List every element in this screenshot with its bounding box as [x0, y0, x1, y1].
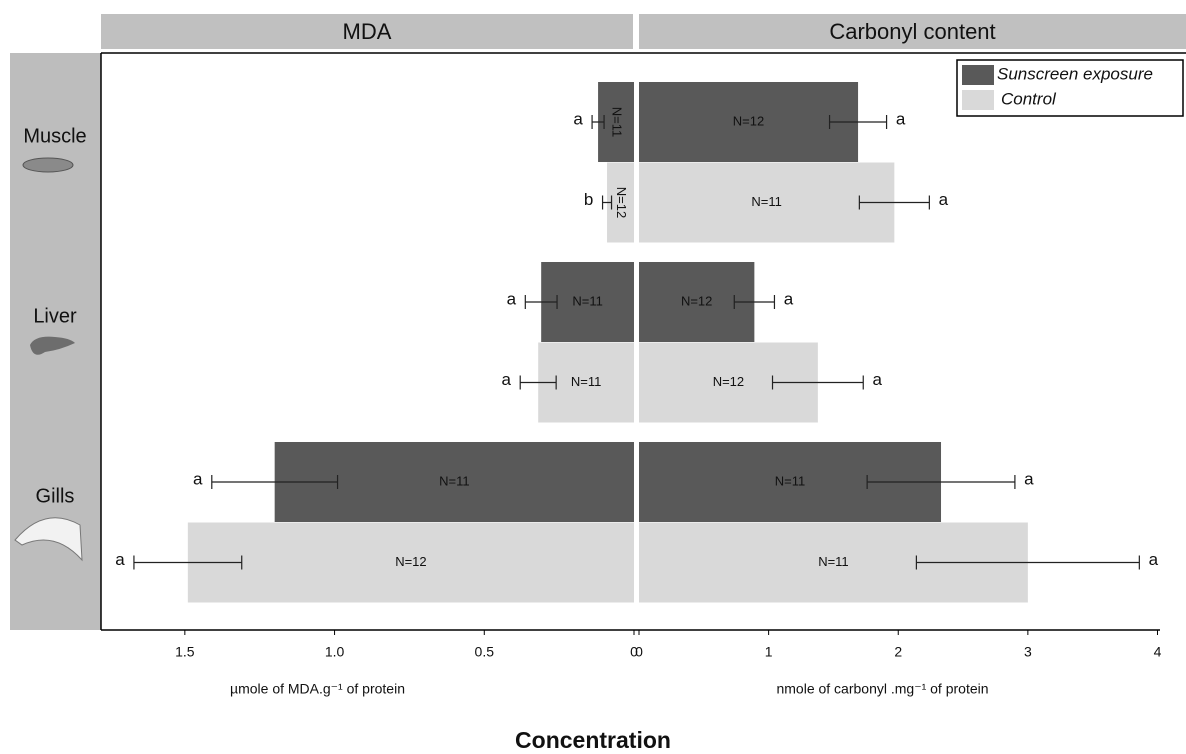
- n-label: N=12: [733, 113, 764, 128]
- n-label: N=11: [610, 107, 625, 137]
- significance-letter: a: [573, 109, 583, 128]
- x-tick-label: 2: [894, 644, 902, 660]
- x-tick-label: 1.5: [175, 644, 195, 660]
- legend-swatch: [962, 65, 994, 85]
- bar: [639, 82, 859, 162]
- significance-letter: a: [784, 289, 794, 308]
- error-bar: [828, 115, 888, 129]
- liver-icon: [30, 336, 75, 355]
- x-tick-label: 4: [1154, 644, 1162, 660]
- panel-header: [101, 14, 633, 49]
- error-bar: [591, 115, 605, 129]
- x-tick-label: 1: [765, 644, 773, 660]
- error-bar: [866, 475, 1016, 489]
- legend-swatch: [962, 90, 994, 110]
- error-bar: [519, 375, 557, 390]
- muscle-icon: [22, 157, 74, 173]
- error-bar: [771, 375, 864, 390]
- significance-letter: a: [501, 370, 511, 389]
- error-bar: [601, 195, 613, 210]
- significance-letter: a: [939, 190, 949, 209]
- significance-letter: a: [507, 289, 517, 308]
- error-bar: [915, 555, 1140, 570]
- n-label: N=11: [439, 473, 469, 488]
- error-bar: [133, 555, 243, 570]
- significance-letter: a: [115, 550, 125, 569]
- error-bar: [524, 295, 558, 309]
- significance-letter: a: [193, 469, 203, 488]
- n-label: N=11: [775, 473, 805, 488]
- n-label: N=11: [751, 194, 781, 209]
- legend-label: Control: [1001, 89, 1057, 108]
- gills-icon: [14, 517, 83, 562]
- legend-label: Sunscreen exposure: [997, 64, 1153, 83]
- n-label: N=12: [681, 293, 712, 308]
- bar: [187, 522, 634, 603]
- n-label: N=11: [818, 554, 848, 569]
- error-bar: [858, 195, 930, 210]
- significance-letter: a: [1024, 469, 1034, 488]
- n-label: N=12: [395, 554, 426, 569]
- n-label: N=12: [614, 187, 629, 218]
- row-label: Liver: [33, 305, 77, 327]
- n-label: N=11: [571, 374, 601, 389]
- n-label: N=12: [713, 374, 744, 389]
- panel-title: Carbonyl content: [829, 19, 995, 44]
- bar: [639, 162, 895, 243]
- row-label: Gills: [36, 485, 75, 507]
- significance-letter: b: [584, 190, 593, 209]
- significance-letter: a: [1149, 550, 1159, 569]
- x-tick-label: 1.0: [325, 644, 345, 660]
- x-tick-label: 0: [630, 644, 638, 660]
- x-tick-label: 0: [635, 644, 643, 660]
- error-bar: [733, 295, 776, 309]
- legend-box: [956, 59, 1184, 117]
- x-axis-label: µmole of MDA.g⁻¹ of protein: [230, 681, 405, 697]
- significance-letter: a: [873, 370, 883, 389]
- significance-letter: a: [896, 109, 906, 128]
- panel-title: MDA: [343, 19, 392, 44]
- x-tick-label: 0.5: [475, 644, 495, 660]
- error-bar: [211, 475, 339, 489]
- panel-header: [639, 14, 1186, 49]
- x-axis-label: nmole of carbonyl .mg⁻¹ of protein: [776, 681, 988, 697]
- figure-xlabel: Concentration: [515, 727, 671, 753]
- row-label: Muscle: [23, 125, 86, 147]
- x-tick-label: 3: [1024, 644, 1032, 660]
- n-label: N=11: [572, 293, 602, 308]
